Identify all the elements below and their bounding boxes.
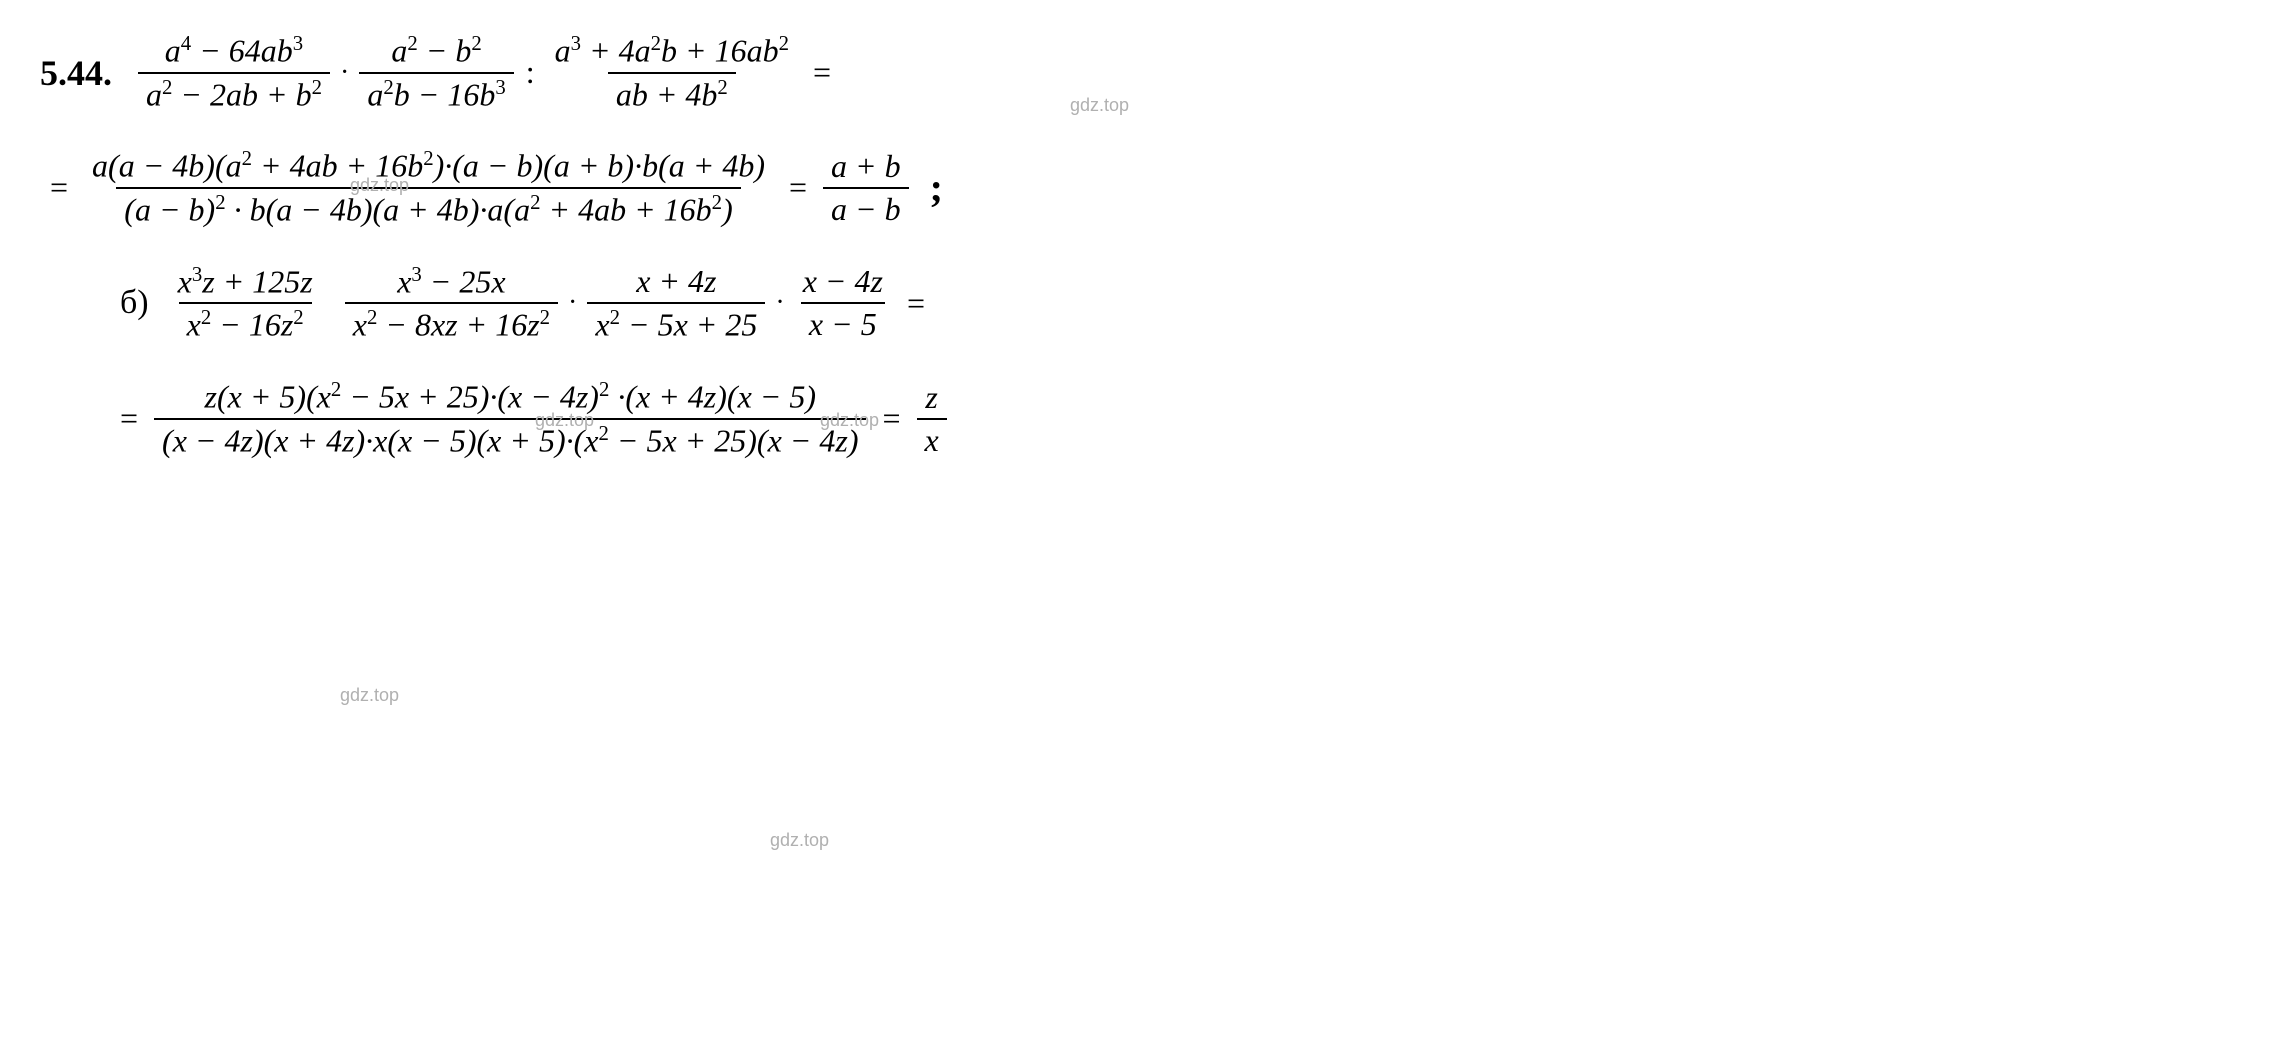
semicolon: ;	[930, 164, 943, 211]
frac-4-result: z x	[917, 377, 947, 461]
watermark: gdz.top	[770, 830, 829, 851]
watermark: gdz.top	[340, 685, 399, 706]
multiply-dot: ·	[340, 57, 349, 89]
equals: =	[50, 169, 68, 206]
line-1: 5.44. a4 − 64ab3 a2 − 2ab + b2 · a2 − b2…	[40, 30, 2246, 115]
math-container: 5.44. a4 − 64ab3 a2 − 2ab + b2 · a2 − b2…	[40, 30, 2246, 461]
equals: =	[813, 54, 831, 91]
equals: =	[789, 169, 807, 206]
frac-3-3: x + 4z x2 − 5x + 25	[587, 261, 765, 346]
part-b-label: б)	[120, 284, 149, 322]
frac-2-result: a + b a − b	[823, 146, 909, 230]
frac-3-1: x3z + 125z x2 − 16z2	[170, 261, 321, 346]
frac-1-2: a2 − b2 a2b − 16b3	[359, 30, 513, 115]
frac-1-3: a3 + 4a2b + 16ab2 ab + 4b2	[547, 30, 797, 115]
multiply-dot: ·	[568, 287, 577, 319]
equals: =	[120, 400, 138, 437]
line-4: = z(x + 5)(x2 − 5x + 25)·(x − 4z)2 ·(x +…	[110, 376, 2246, 461]
equals: =	[907, 285, 925, 322]
frac-3-2: x3 − 25x x2 − 8xz + 16z2	[345, 261, 558, 346]
divide-colon: :	[526, 54, 535, 91]
frac-1-1: a4 − 64ab3 a2 − 2ab + b2	[138, 30, 330, 115]
line-3: б) x3z + 125z x2 − 16z2 x3 − 25x x2 − 8x…	[120, 261, 2246, 346]
frac-2-big: a(a − 4b)(a2 + 4ab + 16b2)·(a − b)(a + b…	[84, 145, 773, 230]
problem-number: 5.44.	[40, 52, 112, 94]
frac-3-4: x − 4z x − 5	[795, 261, 891, 345]
line-2: = a(a − 4b)(a2 + 4ab + 16b2)·(a − b)(a +…	[40, 145, 2246, 230]
multiply-dot: ·	[775, 287, 784, 319]
frac-4-big: z(x + 5)(x2 − 5x + 25)·(x − 4z)2 ·(x + 4…	[154, 376, 866, 461]
equals: =	[882, 400, 900, 437]
